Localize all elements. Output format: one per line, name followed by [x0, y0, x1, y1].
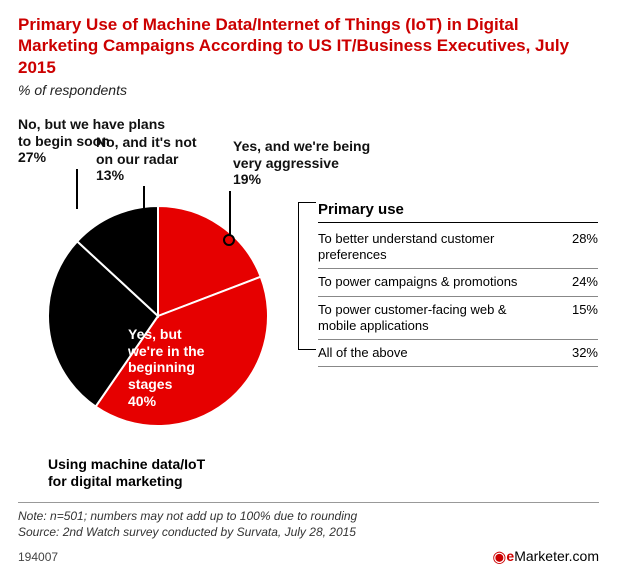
leader-line [76, 169, 78, 209]
table-row: To power customer-facing web & mobile ap… [318, 297, 598, 341]
slice-label-0: Yes, and we're being very aggressive 19% [233, 138, 433, 188]
table-row: To power campaigns & promotions24% [318, 269, 598, 296]
source: Source: 2nd Watch survey conducted by Su… [18, 524, 599, 540]
row-label: To better understand customer preference… [318, 231, 558, 264]
row-pct: 24% [558, 274, 598, 290]
chart-title: Primary Use of Machine Data/Internet of … [18, 14, 599, 78]
table-header: Primary use [318, 201, 598, 223]
row-pct: 32% [558, 345, 598, 361]
row-label: All of the above [318, 345, 558, 361]
slice-label-1: Yes, but we're in the beginning stages 4… [128, 326, 248, 410]
footer: Note: n=501; numbers may not add up to 1… [18, 502, 599, 568]
table-row: All of the above32% [318, 340, 598, 367]
row-pct: 28% [558, 231, 598, 264]
chart-area: No, but we have plans to begin soon 27% … [18, 116, 599, 496]
chart-subtitle: % of respondents [18, 82, 599, 98]
chart-id: 194007 [18, 549, 58, 565]
primary-use-table: Primary use To better understand custome… [318, 201, 598, 368]
row-label: To power campaigns & promotions [318, 274, 558, 290]
slice-label-3: No, and it's not on our radar 13% [96, 134, 256, 184]
leader-line [143, 186, 145, 211]
leader-dot [223, 234, 235, 246]
row-pct: 15% [558, 302, 598, 335]
globe-icon: ◉ [492, 549, 506, 566]
leader-line [229, 191, 231, 236]
table-row: To better understand customer preference… [318, 226, 598, 270]
row-label: To power customer-facing web & mobile ap… [318, 302, 558, 335]
emarketer-logo: ◉eMarketer.com [492, 546, 599, 568]
note: Note: n=501; numbers may not add up to 1… [18, 508, 599, 524]
bottom-label: Using machine data/IoT for digital marke… [48, 456, 205, 491]
bracket [298, 202, 316, 350]
